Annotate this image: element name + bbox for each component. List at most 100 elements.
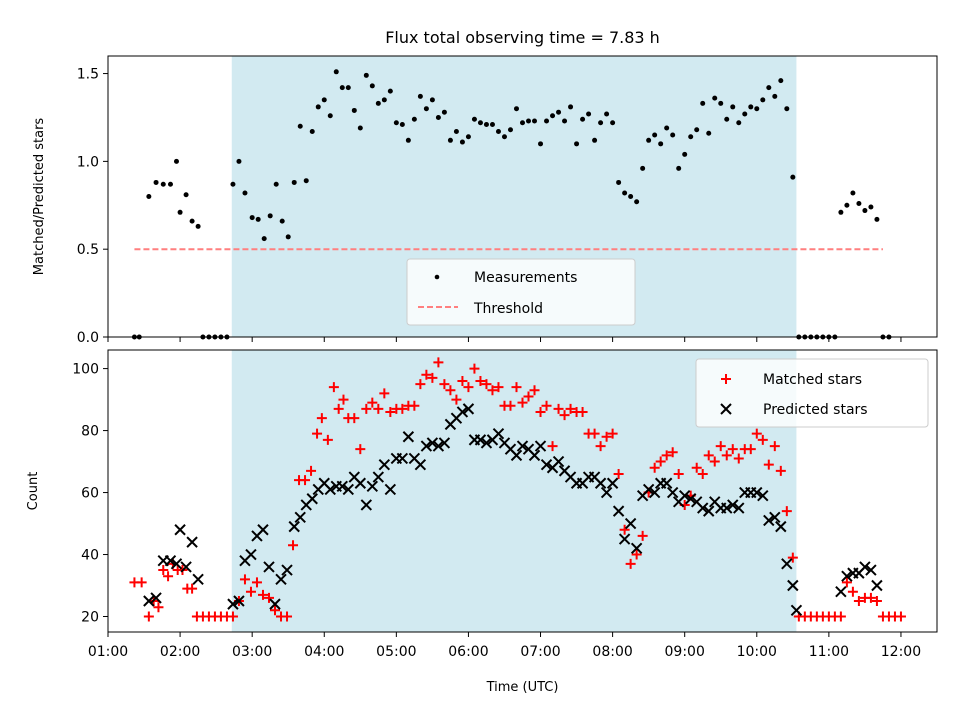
measurement-point — [550, 113, 556, 119]
measurement-point — [183, 192, 189, 198]
measurement-point — [700, 100, 706, 106]
matched-star-point — [349, 413, 360, 424]
predicted-star-point — [859, 561, 871, 573]
legend-matched-marker — [721, 374, 731, 384]
measurement-point — [393, 120, 399, 126]
matched-star-point — [481, 379, 492, 390]
measurement-point — [640, 165, 646, 171]
predicted-star-point — [227, 598, 239, 610]
bottom-panel: 20 40 60 80 100 01:00 02:00 03:00 04:00 05:00 06:… — [26, 349, 938, 695]
matched-star-point — [601, 431, 612, 442]
measurement-point — [160, 181, 166, 187]
predicted-star-point — [540, 458, 553, 471]
measurement-point — [507, 127, 513, 133]
measurement-point — [255, 216, 261, 222]
predicted-star-point — [336, 480, 348, 493]
measurement-point — [760, 97, 766, 103]
measurement-point — [616, 179, 622, 185]
matched-star-point — [589, 428, 600, 439]
measurement-point — [167, 181, 173, 187]
predicted-star-point — [378, 458, 391, 471]
matched-star-point — [338, 394, 349, 405]
bottom-x-tick-label: 01:00 — [88, 644, 128, 660]
measurement-point — [513, 106, 519, 112]
matched-star-point — [245, 586, 256, 597]
matched-star-point — [451, 394, 462, 405]
predicted-star-point — [606, 477, 619, 489]
top-y-tick-label: 1.0 — [77, 154, 99, 170]
measurement-point — [459, 139, 465, 145]
matched-star-point — [565, 403, 576, 414]
predicted-star-point — [288, 520, 300, 533]
predicted-star-point — [733, 502, 745, 514]
matched-star-point — [847, 586, 858, 597]
matched-star-point — [841, 577, 852, 588]
measurement-point — [730, 104, 736, 110]
measurement-point — [694, 127, 700, 133]
predicted-star-point — [516, 440, 529, 452]
matched-star-point — [227, 611, 238, 622]
predicted-star-point — [456, 406, 469, 418]
predicted-star-point — [180, 561, 192, 573]
predicted-star-point — [438, 437, 451, 449]
predicted-star-point — [841, 570, 853, 582]
top-legend: Measurements Threshold — [406, 258, 636, 326]
matched-star-point — [751, 428, 762, 439]
matched-star-point — [715, 441, 726, 452]
measurement-point — [483, 121, 489, 127]
matched-star-point — [709, 456, 720, 467]
legend-measurements-marker — [434, 274, 440, 280]
bottom-y-axis-label: Count — [26, 472, 41, 511]
matched-star-point — [270, 605, 281, 616]
measurement-point — [838, 209, 844, 215]
measurement-point — [532, 118, 538, 124]
matched-star-point — [493, 382, 504, 393]
predicted-star-point — [684, 493, 697, 505]
predicted-star-point — [612, 505, 625, 517]
matched-star-point — [463, 382, 474, 393]
measurement-point — [236, 158, 242, 164]
predicted-star-point — [143, 595, 155, 607]
predicted-star-point — [275, 573, 287, 586]
matched-star-point — [697, 468, 708, 479]
measurement-point — [574, 141, 580, 147]
predicted-star-point — [600, 486, 613, 499]
matched-star-point — [469, 363, 480, 374]
matched-star-point — [457, 375, 468, 386]
matched-star-point — [781, 506, 792, 517]
predicted-star-point — [594, 477, 607, 489]
matched-star-point — [475, 375, 486, 386]
measurement-point — [580, 116, 586, 122]
matched-star-point — [487, 385, 498, 396]
measurement-point — [411, 116, 417, 122]
matched-star-point — [385, 406, 396, 417]
measurement-point — [742, 111, 748, 117]
matched-star-point — [333, 403, 344, 414]
matched-star-point — [529, 385, 540, 396]
predicted-star-point — [648, 486, 661, 499]
predicted-star-point — [781, 558, 793, 570]
measurement-point — [387, 88, 393, 94]
measurement-point — [526, 118, 532, 124]
matched-star-point — [871, 596, 882, 607]
bottom-x-tick-label: 11:00 — [809, 644, 849, 660]
predicted-star-point — [787, 579, 799, 592]
matched-star-point — [517, 397, 528, 408]
measurement-point — [146, 194, 152, 199]
measurement-point — [568, 104, 574, 110]
predicted-star-point — [342, 483, 354, 496]
predicted-star-point — [552, 455, 565, 468]
predicted-star-point — [360, 499, 373, 511]
bottom-x-tick-label: 07:00 — [520, 644, 560, 660]
bottom-x-tick-label: 12:00 — [881, 644, 921, 660]
predicted-star-point — [666, 486, 679, 499]
matched-star-point — [667, 447, 678, 458]
matched-star-point — [312, 428, 323, 439]
bottom-x-axis-label: Time (UTC) — [486, 680, 559, 695]
legend-measurements-label: Measurements — [474, 270, 577, 286]
predicted-star-point — [354, 477, 367, 489]
measurement-point — [754, 106, 760, 112]
measurement-point — [381, 97, 387, 103]
measurement-point — [279, 218, 285, 224]
measurement-point — [592, 137, 598, 143]
